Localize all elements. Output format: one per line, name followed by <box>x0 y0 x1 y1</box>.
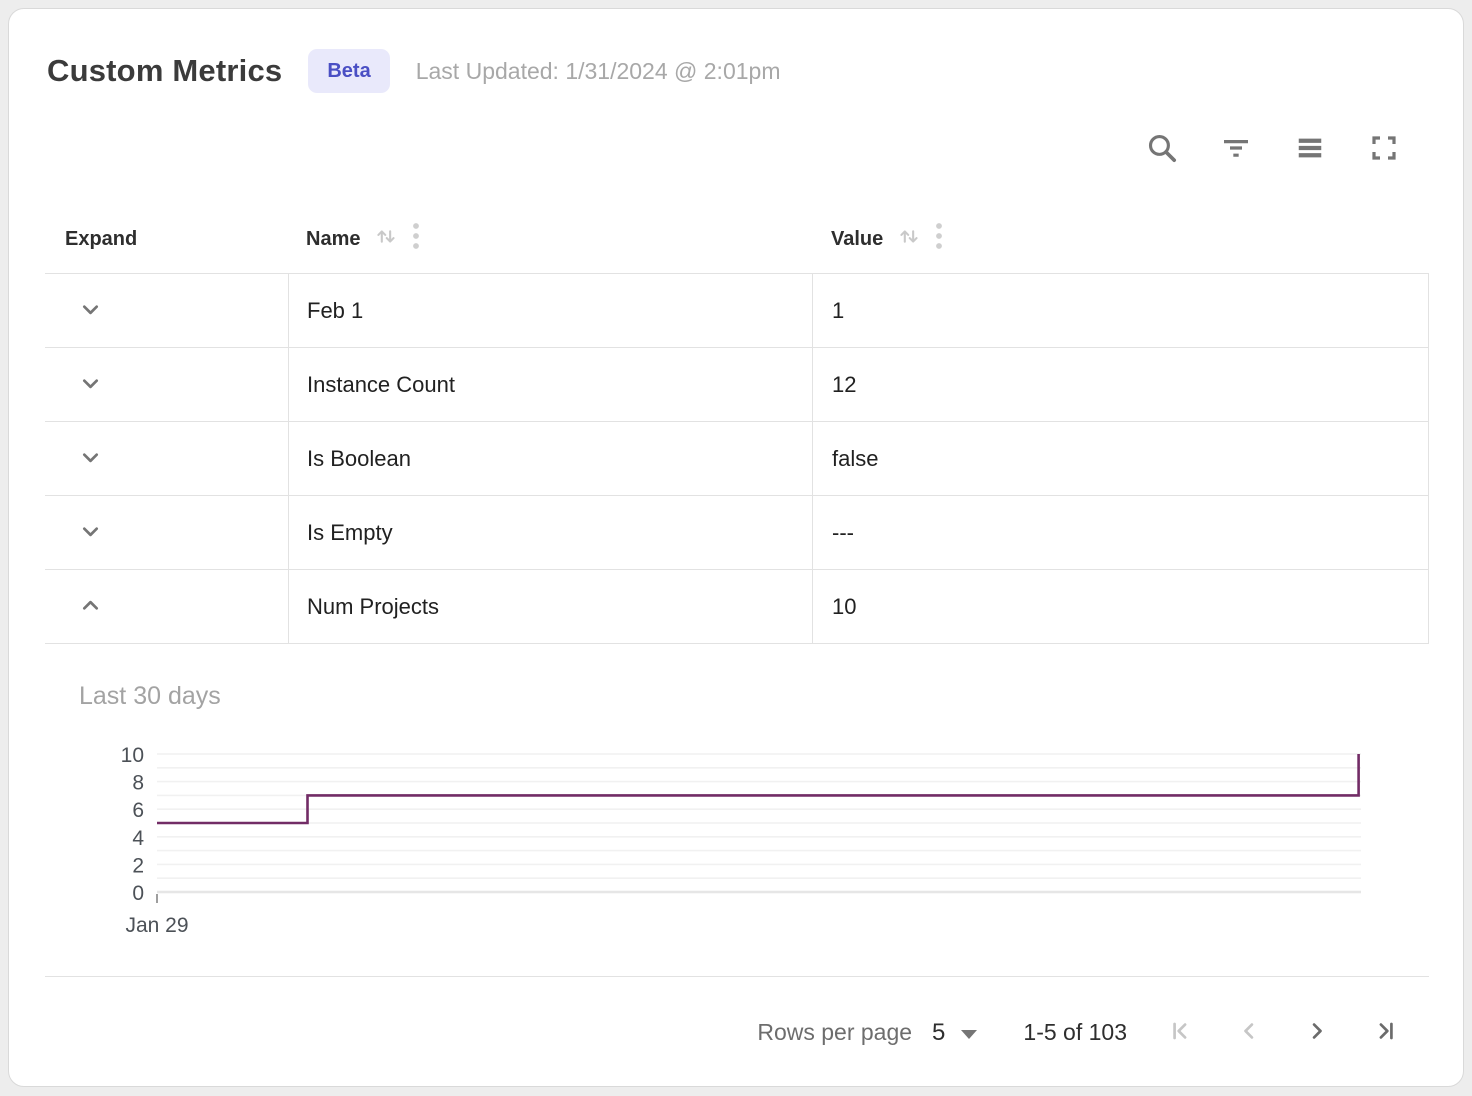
chevron-right-icon <box>1303 1017 1331 1048</box>
last-updated-text: Last Updated: 1/31/2024 @ 2:01pm <box>415 57 781 84</box>
page-title: Custom Metrics <box>47 53 283 88</box>
column-label: Expand <box>65 227 138 250</box>
table-footer: Rows per page 5 1-5 of 103 <box>45 976 1429 1086</box>
trend-step-chart: 0 2 4 6 8 10 Jan 29 <box>121 744 1361 937</box>
cell-name: Num Projects <box>288 570 812 643</box>
svg-text:8: 8 <box>132 772 144 795</box>
chevron-down-icon <box>77 518 104 548</box>
fullscreen-icon <box>1368 132 1400 164</box>
rows-per-page-value: 5 <box>932 1018 946 1046</box>
table-row: Is Empty --- <box>45 495 1429 569</box>
cell-name: Is Empty <box>288 496 812 569</box>
pagination-controls <box>1167 1019 1399 1047</box>
next-page-button[interactable] <box>1303 1019 1331 1047</box>
first-page-button[interactable] <box>1167 1019 1195 1047</box>
chevron-down-icon <box>77 444 104 474</box>
fullscreen-button[interactable] <box>1367 131 1401 165</box>
beta-badge: Beta <box>308 49 390 93</box>
cell-value: --- <box>812 496 1429 569</box>
expand-row-button[interactable] <box>77 296 104 326</box>
svg-text:6: 6 <box>132 799 144 822</box>
cell-name: Instance Count <box>288 348 812 421</box>
column-menu-icon[interactable] <box>934 221 944 257</box>
expand-row-button[interactable] <box>77 444 104 474</box>
metrics-table: Expand Name Value <box>45 205 1429 1086</box>
column-label: Name <box>306 227 361 250</box>
chevron-down-icon <box>77 370 104 400</box>
first-page-icon <box>1167 1017 1195 1048</box>
expand-row-button[interactable] <box>77 370 104 400</box>
cell-value: false <box>812 422 1429 495</box>
table-row: Instance Count 12 <box>45 347 1429 421</box>
grid-toolbar <box>1145 131 1401 165</box>
collapse-row-button[interactable] <box>77 592 104 622</box>
filter-button[interactable] <box>1219 131 1253 165</box>
density-button[interactable] <box>1293 131 1327 165</box>
last-page-button[interactable] <box>1371 1019 1399 1047</box>
chevron-up-icon <box>77 592 104 622</box>
column-menu-icon[interactable] <box>411 221 421 257</box>
rows-per-page-select[interactable]: 5 <box>932 1018 978 1047</box>
pagination-range-label: 1-5 of 103 <box>1023 1019 1127 1045</box>
caret-down-icon <box>961 1029 978 1039</box>
custom-metrics-card: Custom Metrics Beta Last Updated: 1/31/2… <box>8 8 1464 1087</box>
rows-per-page-label: Rows per page <box>757 1019 913 1045</box>
table-row: Feb 1 1 <box>45 273 1429 347</box>
table-row: Is Boolean false <box>45 421 1429 495</box>
search-button[interactable] <box>1145 131 1179 165</box>
svg-text:2: 2 <box>132 854 144 877</box>
column-label: Value <box>831 227 884 250</box>
last-page-icon <box>1371 1017 1399 1048</box>
svg-text:10: 10 <box>121 744 144 767</box>
cell-value: 1 <box>812 274 1429 347</box>
svg-text:4: 4 <box>132 827 144 850</box>
density-icon <box>1295 133 1325 163</box>
filter-icon <box>1220 132 1252 164</box>
svg-text:0: 0 <box>132 882 144 905</box>
column-header-value[interactable]: Value <box>812 205 1429 273</box>
row-detail-panel: Last 30 days 0 2 4 6 8 10 Jan 29 <box>45 643 1429 976</box>
svg-text:Jan 29: Jan 29 <box>125 914 188 937</box>
sort-icon[interactable] <box>897 224 922 255</box>
expand-row-button[interactable] <box>77 518 104 548</box>
chevron-down-icon <box>77 296 104 326</box>
previous-page-button[interactable] <box>1235 1019 1263 1047</box>
cell-value: 12 <box>812 348 1429 421</box>
column-header-name[interactable]: Name <box>288 205 812 273</box>
chart-title: Last 30 days <box>79 682 221 710</box>
table-row-expanded: Num Projects 10 <box>45 569 1429 643</box>
cell-name: Is Boolean <box>288 422 812 495</box>
search-icon <box>1145 131 1179 165</box>
column-header-expand: Expand <box>45 205 288 273</box>
cell-name: Feb 1 <box>288 274 812 347</box>
chevron-left-icon <box>1235 1017 1263 1048</box>
card-header: Custom Metrics Beta Last Updated: 1/31/2… <box>47 49 1425 93</box>
table-header-row: Expand Name Value <box>45 205 1429 273</box>
cell-value: 10 <box>812 570 1429 643</box>
sort-icon[interactable] <box>374 224 399 255</box>
